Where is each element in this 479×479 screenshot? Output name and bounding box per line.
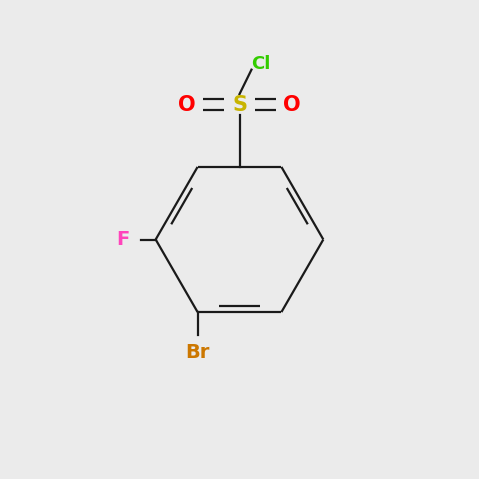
Text: O: O	[284, 95, 301, 114]
Text: F: F	[116, 230, 129, 249]
Text: S: S	[232, 95, 247, 114]
Text: O: O	[178, 95, 195, 114]
Text: Cl: Cl	[251, 55, 271, 73]
Text: Br: Br	[185, 343, 210, 362]
